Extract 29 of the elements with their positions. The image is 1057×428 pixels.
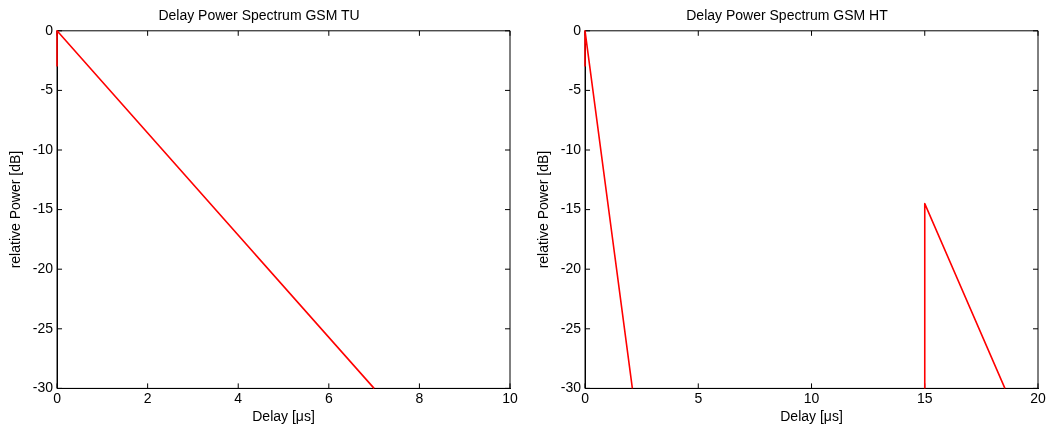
y-tick-label: -5 [40,81,54,98]
x-tick-label: 20 [1030,389,1046,406]
y-tick-label: -15 [32,200,54,217]
x-tick-label: 2 [143,389,152,406]
y-tick-label: 0 [45,21,54,38]
x-tick-label: 4 [234,389,243,406]
y-tick-label: -25 [32,319,54,336]
y-tick-label: -20 [560,260,582,277]
y-tick-label: -5 [568,81,582,98]
y-tick-label: 0 [573,21,582,38]
y-tick-label: -30 [560,379,582,396]
x-tick-label: 10 [502,389,518,406]
x-tick-label: 15 [916,389,933,406]
chart-title: Delay Power Spectrum GSM TU [158,7,360,24]
chart-title: Delay Power Spectrum GSM HT [686,7,889,24]
y-tick-label: -30 [32,379,54,396]
x-tick-label: 6 [324,389,333,406]
y-tick-label: -20 [32,260,54,277]
y-tick-label: -15 [560,200,582,217]
y-axis-title: relative Power [dB] [535,150,552,269]
x-tick-label: 10 [803,389,820,406]
x-axis-title: Delay [μs] [252,408,315,425]
x-tick-label: 5 [694,389,703,406]
y-tick-label: -10 [560,140,582,157]
x-axis-title: Delay [μs] [780,408,843,425]
y-tick-label: -10 [32,140,54,157]
y-axis-title: relative Power [dB] [7,150,24,269]
x-tick-label: 8 [415,389,424,406]
y-tick-label: -25 [560,319,582,336]
